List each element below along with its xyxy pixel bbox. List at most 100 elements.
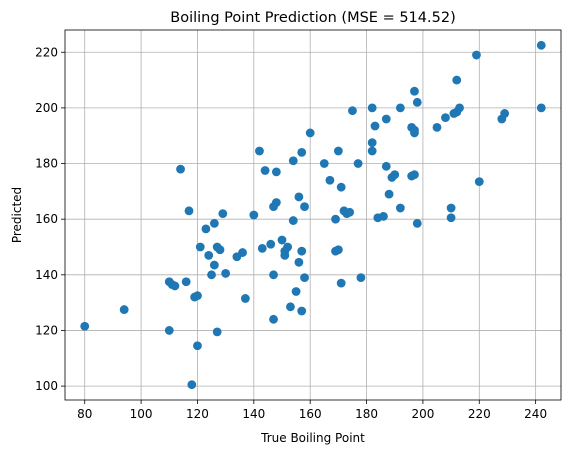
scatter-point bbox=[446, 203, 456, 213]
y-tick-label: 220 bbox=[35, 45, 58, 59]
scatter-point bbox=[164, 326, 174, 335]
scatter-point bbox=[297, 246, 307, 256]
scatter-point bbox=[288, 216, 298, 225]
x-tick-label: 120 bbox=[186, 407, 209, 421]
scatter-point bbox=[336, 278, 346, 288]
scatter-point bbox=[176, 164, 185, 174]
x-tick-label: 240 bbox=[524, 407, 547, 421]
scatter-point bbox=[204, 250, 214, 260]
scatter-point bbox=[410, 86, 419, 96]
scatter-point bbox=[410, 170, 419, 180]
scatter-point bbox=[181, 277, 191, 287]
scatter-point bbox=[257, 243, 267, 253]
scatter-point bbox=[271, 167, 281, 177]
scatter-point bbox=[379, 211, 388, 221]
x-tick-label: 220 bbox=[468, 407, 491, 421]
x-tick-label: 100 bbox=[130, 407, 153, 421]
scatter-point bbox=[187, 380, 197, 390]
scatter-point bbox=[221, 269, 231, 278]
scatter-point bbox=[195, 242, 205, 252]
scatter-point bbox=[184, 206, 194, 216]
scatter-point bbox=[212, 327, 222, 337]
scatter-point bbox=[297, 148, 307, 157]
scatter-point bbox=[410, 128, 419, 138]
y-tick-label: 140 bbox=[35, 268, 58, 282]
scatter-point bbox=[218, 209, 228, 219]
scatter-point bbox=[348, 106, 357, 116]
scatter-point bbox=[356, 273, 366, 282]
scatter-point bbox=[331, 214, 340, 224]
scatter-point bbox=[474, 177, 484, 187]
scatter-point bbox=[333, 245, 343, 255]
scatter-point bbox=[381, 161, 391, 171]
y-tick-label: 180 bbox=[35, 157, 58, 171]
y-tick-label: 120 bbox=[35, 323, 58, 337]
scatter-point bbox=[395, 203, 405, 213]
scatter-point bbox=[395, 103, 405, 113]
scatter-point bbox=[472, 50, 481, 60]
scatter-point bbox=[455, 103, 464, 113]
y-tick-label: 200 bbox=[35, 101, 58, 115]
scatter-point bbox=[269, 270, 278, 280]
plot-frame bbox=[64, 29, 562, 401]
scatter-point bbox=[432, 122, 442, 132]
scatter-point bbox=[209, 218, 219, 228]
scatter-point bbox=[215, 245, 225, 255]
scatter-point bbox=[367, 103, 377, 113]
scatter-point bbox=[271, 198, 281, 207]
x-axis-label: True Boiling Point bbox=[260, 431, 365, 445]
x-tick-label: 180 bbox=[355, 407, 378, 421]
scatter-point bbox=[384, 189, 394, 199]
scatter-point bbox=[367, 146, 377, 156]
scatter-point bbox=[80, 321, 90, 331]
scatter-point bbox=[209, 260, 219, 270]
scatter-point bbox=[333, 146, 343, 156]
scatter-point bbox=[249, 210, 259, 220]
scatter-point bbox=[260, 166, 270, 175]
scatter-point bbox=[277, 235, 287, 245]
scatter-point bbox=[238, 248, 247, 257]
scatter-point bbox=[345, 207, 355, 217]
x-tick-label: 140 bbox=[242, 407, 265, 421]
scatter-point bbox=[370, 121, 380, 131]
scatter-point bbox=[319, 159, 329, 168]
scatter-point bbox=[288, 156, 298, 166]
scatter-point bbox=[255, 146, 264, 156]
x-tick-label: 160 bbox=[299, 407, 322, 421]
x-tick-label: 200 bbox=[411, 407, 434, 421]
y-tick-label: 160 bbox=[35, 212, 58, 226]
scatter-point bbox=[536, 103, 546, 113]
scatter-point bbox=[412, 218, 422, 228]
y-tick-label: 100 bbox=[35, 379, 58, 393]
scatter-point bbox=[500, 109, 510, 118]
scatter-point bbox=[300, 273, 309, 282]
scatter-point bbox=[240, 294, 250, 303]
scatter-point bbox=[325, 175, 335, 185]
scatter-point bbox=[297, 306, 307, 316]
x-tick-label: 80 bbox=[77, 407, 92, 421]
chart-title: Boiling Point Prediction (MSE = 514.52) bbox=[170, 10, 455, 26]
scatter-point bbox=[536, 40, 546, 50]
scatter-point bbox=[412, 97, 422, 107]
scatter-points bbox=[80, 40, 546, 390]
scatter-point bbox=[441, 113, 450, 123]
scatter-point bbox=[390, 170, 400, 180]
axis-ticks: 80 100 120 140 160 180 200 220 240 100 120 140 160 18… bbox=[35, 45, 547, 421]
scatter-point bbox=[300, 202, 309, 212]
scatter-point bbox=[367, 138, 377, 148]
scatter-point bbox=[269, 314, 278, 324]
scatter-point bbox=[353, 159, 363, 168]
scatter-point bbox=[305, 128, 315, 138]
scatter-point bbox=[201, 224, 211, 234]
scatter-point bbox=[452, 75, 462, 85]
scatter-point bbox=[294, 257, 304, 267]
scatter-point bbox=[336, 182, 346, 192]
scatter-point bbox=[283, 242, 293, 252]
scatter-point bbox=[291, 287, 301, 296]
scatter-point bbox=[294, 192, 304, 202]
scatter-point bbox=[446, 213, 456, 223]
scatter-point bbox=[286, 302, 295, 312]
grid-lines bbox=[65, 30, 561, 400]
y-axis-label: Predicted bbox=[10, 187, 24, 243]
